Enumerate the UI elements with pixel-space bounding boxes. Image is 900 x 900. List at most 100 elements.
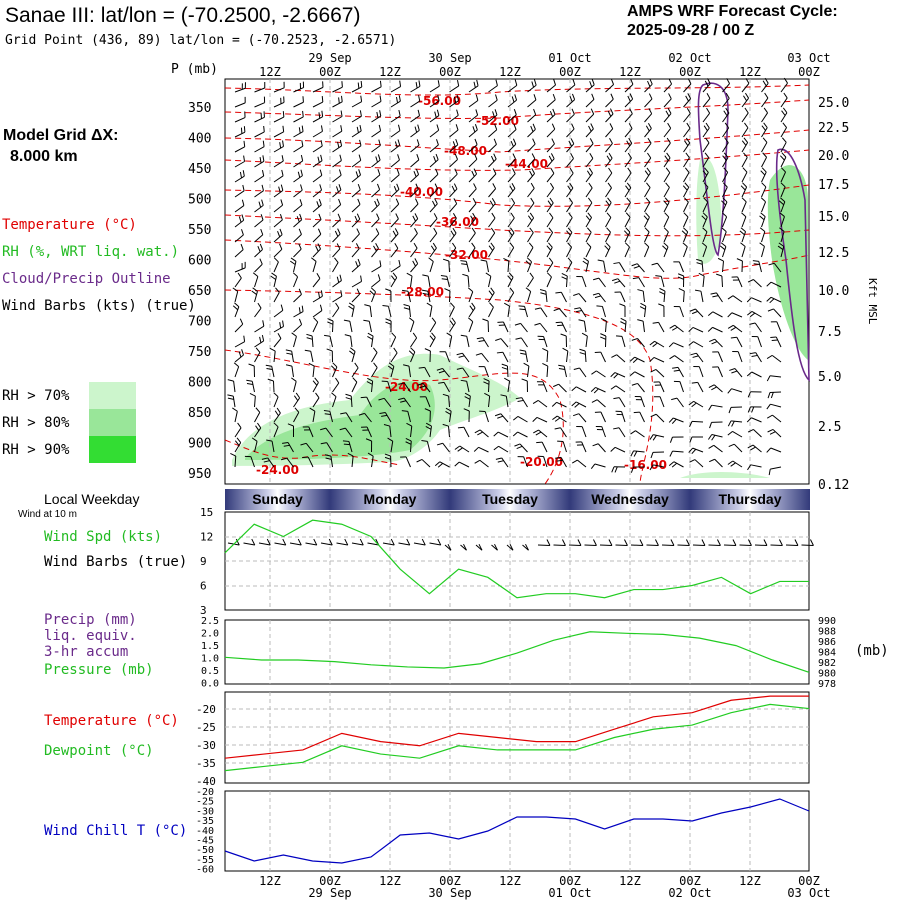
wind-barb-feather [528,242,534,248]
wind-barb-feather [256,422,262,429]
wind-barb-feather [649,434,654,440]
wind-barb-feather [395,96,399,104]
wind-barb-shaft [254,204,264,213]
wind-barb-shaft [566,247,573,258]
wind-barb-shaft [254,219,264,228]
wind-barb-shaft [546,202,554,213]
wind-barb-feather [490,287,495,293]
wind-barb-feather [640,302,647,307]
wind-barb-feather [415,82,418,89]
wind-barb-feather [410,347,416,353]
wind-barb-shaft [405,456,411,468]
wind-barb-shaft [717,366,723,378]
pressure-legend: Pressure (mb) [44,662,154,678]
wind-barb-feather [412,260,416,267]
wind-barb-feather [437,462,444,468]
wind-barb-feather [464,392,471,397]
temp-tick-label: -35 [196,757,216,770]
wind-barb-shaft [488,99,498,108]
wind-barb-feather [552,108,556,115]
wind-barb-feather [493,431,499,437]
wind-barb-feather [725,92,730,99]
wind-barb-feather [408,350,414,356]
wind-barb-shaft [390,265,401,273]
wind-barb-feather [414,258,419,264]
temp-contour-56 [224,84,810,96]
wind-barb-feather [320,140,323,147]
wind-barb-shaft [644,172,651,183]
wind-barb-feather [429,335,435,341]
wind-barb-10m-feather [421,538,426,546]
contour-label: -40.00 [400,185,443,199]
wind-barb-10m [770,544,783,547]
wind-barb-feather [456,94,459,101]
pressure-tick-label-right: 978 [818,679,836,690]
contour-label: -16.00 [624,458,667,472]
wind-barb-feather [355,261,359,268]
windchill-tick-label: -30 [196,806,214,817]
wind-barb-feather [647,80,651,87]
precip-ticks: 2.52.01.51.00.50.0 [201,616,219,690]
wind-barb-feather [301,305,304,312]
wind-barb-feather [663,227,669,233]
temp-contour-32 [224,239,810,279]
wind-barb-feather [620,317,627,322]
wind-barb-shaft [507,129,517,138]
wind-barb-shaft [545,291,548,303]
wind-barb-feather [357,198,361,205]
wind-barb-shaft [390,86,401,93]
wind-barb-shaft [371,291,376,303]
wind-barb-feather [232,305,239,311]
wind-barb-shaft [449,306,455,318]
wind-barb-shaft [462,352,470,363]
wind-barb-10m [661,544,674,547]
wind-barb-feather [354,215,358,222]
wind-barb-feather [489,302,494,308]
wind-barb-feather [728,443,735,448]
wind-barb-shaft [741,157,748,168]
contour-label: -44.00 [505,157,548,171]
wind-barb-feather [460,260,467,262]
wind-barb-feather [525,260,531,266]
bottom-date-label: 01 Oct [548,886,591,900]
wind-barb-feather [300,184,303,191]
wind-barb-feather [265,364,272,367]
wind-barb-shaft [595,386,606,393]
wind-barb-shaft [273,160,284,168]
wind-barb-shaft [624,143,633,153]
wind-barb-shaft [546,99,556,108]
wind-barb-feather [554,417,561,422]
wind-barb-feather [248,363,255,367]
wind-barb-shaft [254,412,261,423]
weekday-thursday: Thursday [690,489,810,510]
wind-barb-shaft [523,456,528,468]
wind-barb-shaft [390,174,400,183]
wind-barb-feather [251,290,257,295]
wind-barb-feather [689,436,693,443]
wind-barb-shaft [234,442,242,453]
wind-barb-feather [729,368,736,371]
wind-barb-shaft [644,231,650,243]
wind-barb-feather [442,258,449,262]
wind-barb-feather [711,434,716,441]
wind-barb-shaft [387,381,392,393]
wind-barb-shaft [293,219,303,228]
wind-barb-feather [760,212,766,218]
wind-barb-shaft [250,456,255,468]
wind-barb-feather [495,79,498,86]
wind-barb-feather [631,263,638,267]
wind-barb-feather [421,440,428,442]
wind-barb-feather [302,110,304,117]
wind-barb-feather [513,123,517,130]
pressure-tick-label: 950 [188,467,211,482]
wind-barb-shaft [615,385,626,393]
wind-barb-shaft [234,306,240,318]
wind-barb-feather [358,154,362,161]
wind-barb-feather [571,93,576,100]
wind-barb-feather [591,93,595,100]
wind-barb-shaft [488,158,497,168]
wind-barb-feather [630,466,634,473]
wind-barb-shaft [780,127,787,138]
wind-barb-shaft [351,381,358,393]
wind-barb-shaft [254,160,265,168]
